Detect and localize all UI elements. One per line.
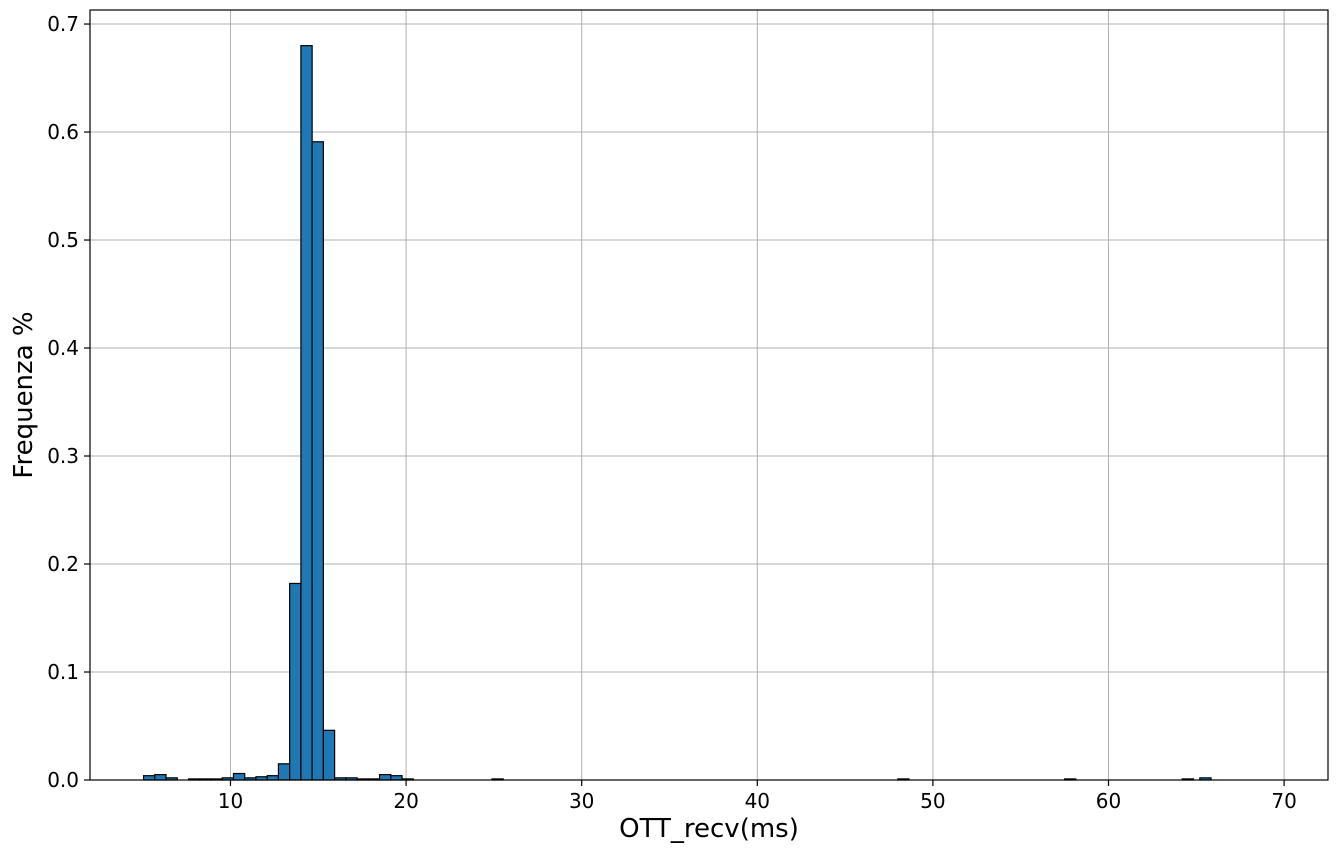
grid xyxy=(90,10,1328,781)
x-tick-label: 20 xyxy=(393,789,418,813)
y-axis-label: Frequenza % xyxy=(9,311,39,478)
x-axis-label: OTT_recv(ms) xyxy=(619,814,799,844)
histogram-bar xyxy=(378,774,392,781)
y-tick-label: 0.0 xyxy=(47,768,79,792)
histogram-bar xyxy=(311,141,324,781)
histogram-bar xyxy=(266,775,280,781)
histogram-bar xyxy=(277,763,291,781)
y-tick-label: 0.2 xyxy=(47,552,79,576)
histogram-bars xyxy=(142,45,1212,781)
y-tick-label: 0.6 xyxy=(47,120,79,144)
x-tick-label: 30 xyxy=(569,789,594,813)
histogram-bar xyxy=(154,774,167,781)
y-tick-label: 0.5 xyxy=(47,228,79,252)
x-tick-label: 60 xyxy=(1096,789,1121,813)
x-tick-label: 50 xyxy=(920,789,945,813)
y-tick-label: 0.4 xyxy=(47,336,79,360)
histogram-bar xyxy=(390,775,403,781)
histogram-bar xyxy=(289,582,302,781)
x-tick-label: 10 xyxy=(218,789,243,813)
y-tick-label: 0.1 xyxy=(47,660,79,684)
y-tick-label: 0.7 xyxy=(47,12,79,36)
histogram-bar xyxy=(300,45,313,781)
y-tick-label: 0.3 xyxy=(47,444,79,468)
histogram-bar xyxy=(142,775,156,781)
plot-frame xyxy=(89,9,1329,781)
x-tick-label: 70 xyxy=(1271,789,1296,813)
x-tick-label: 40 xyxy=(745,789,770,813)
histogram-bar xyxy=(232,772,246,781)
histogram-bar xyxy=(322,729,336,781)
axis-ticks: 10 20 30 40 50 60 70 0.0 0.1 0.2 0.3 0.4 0.5 0.6 0.7 xyxy=(47,12,1297,813)
